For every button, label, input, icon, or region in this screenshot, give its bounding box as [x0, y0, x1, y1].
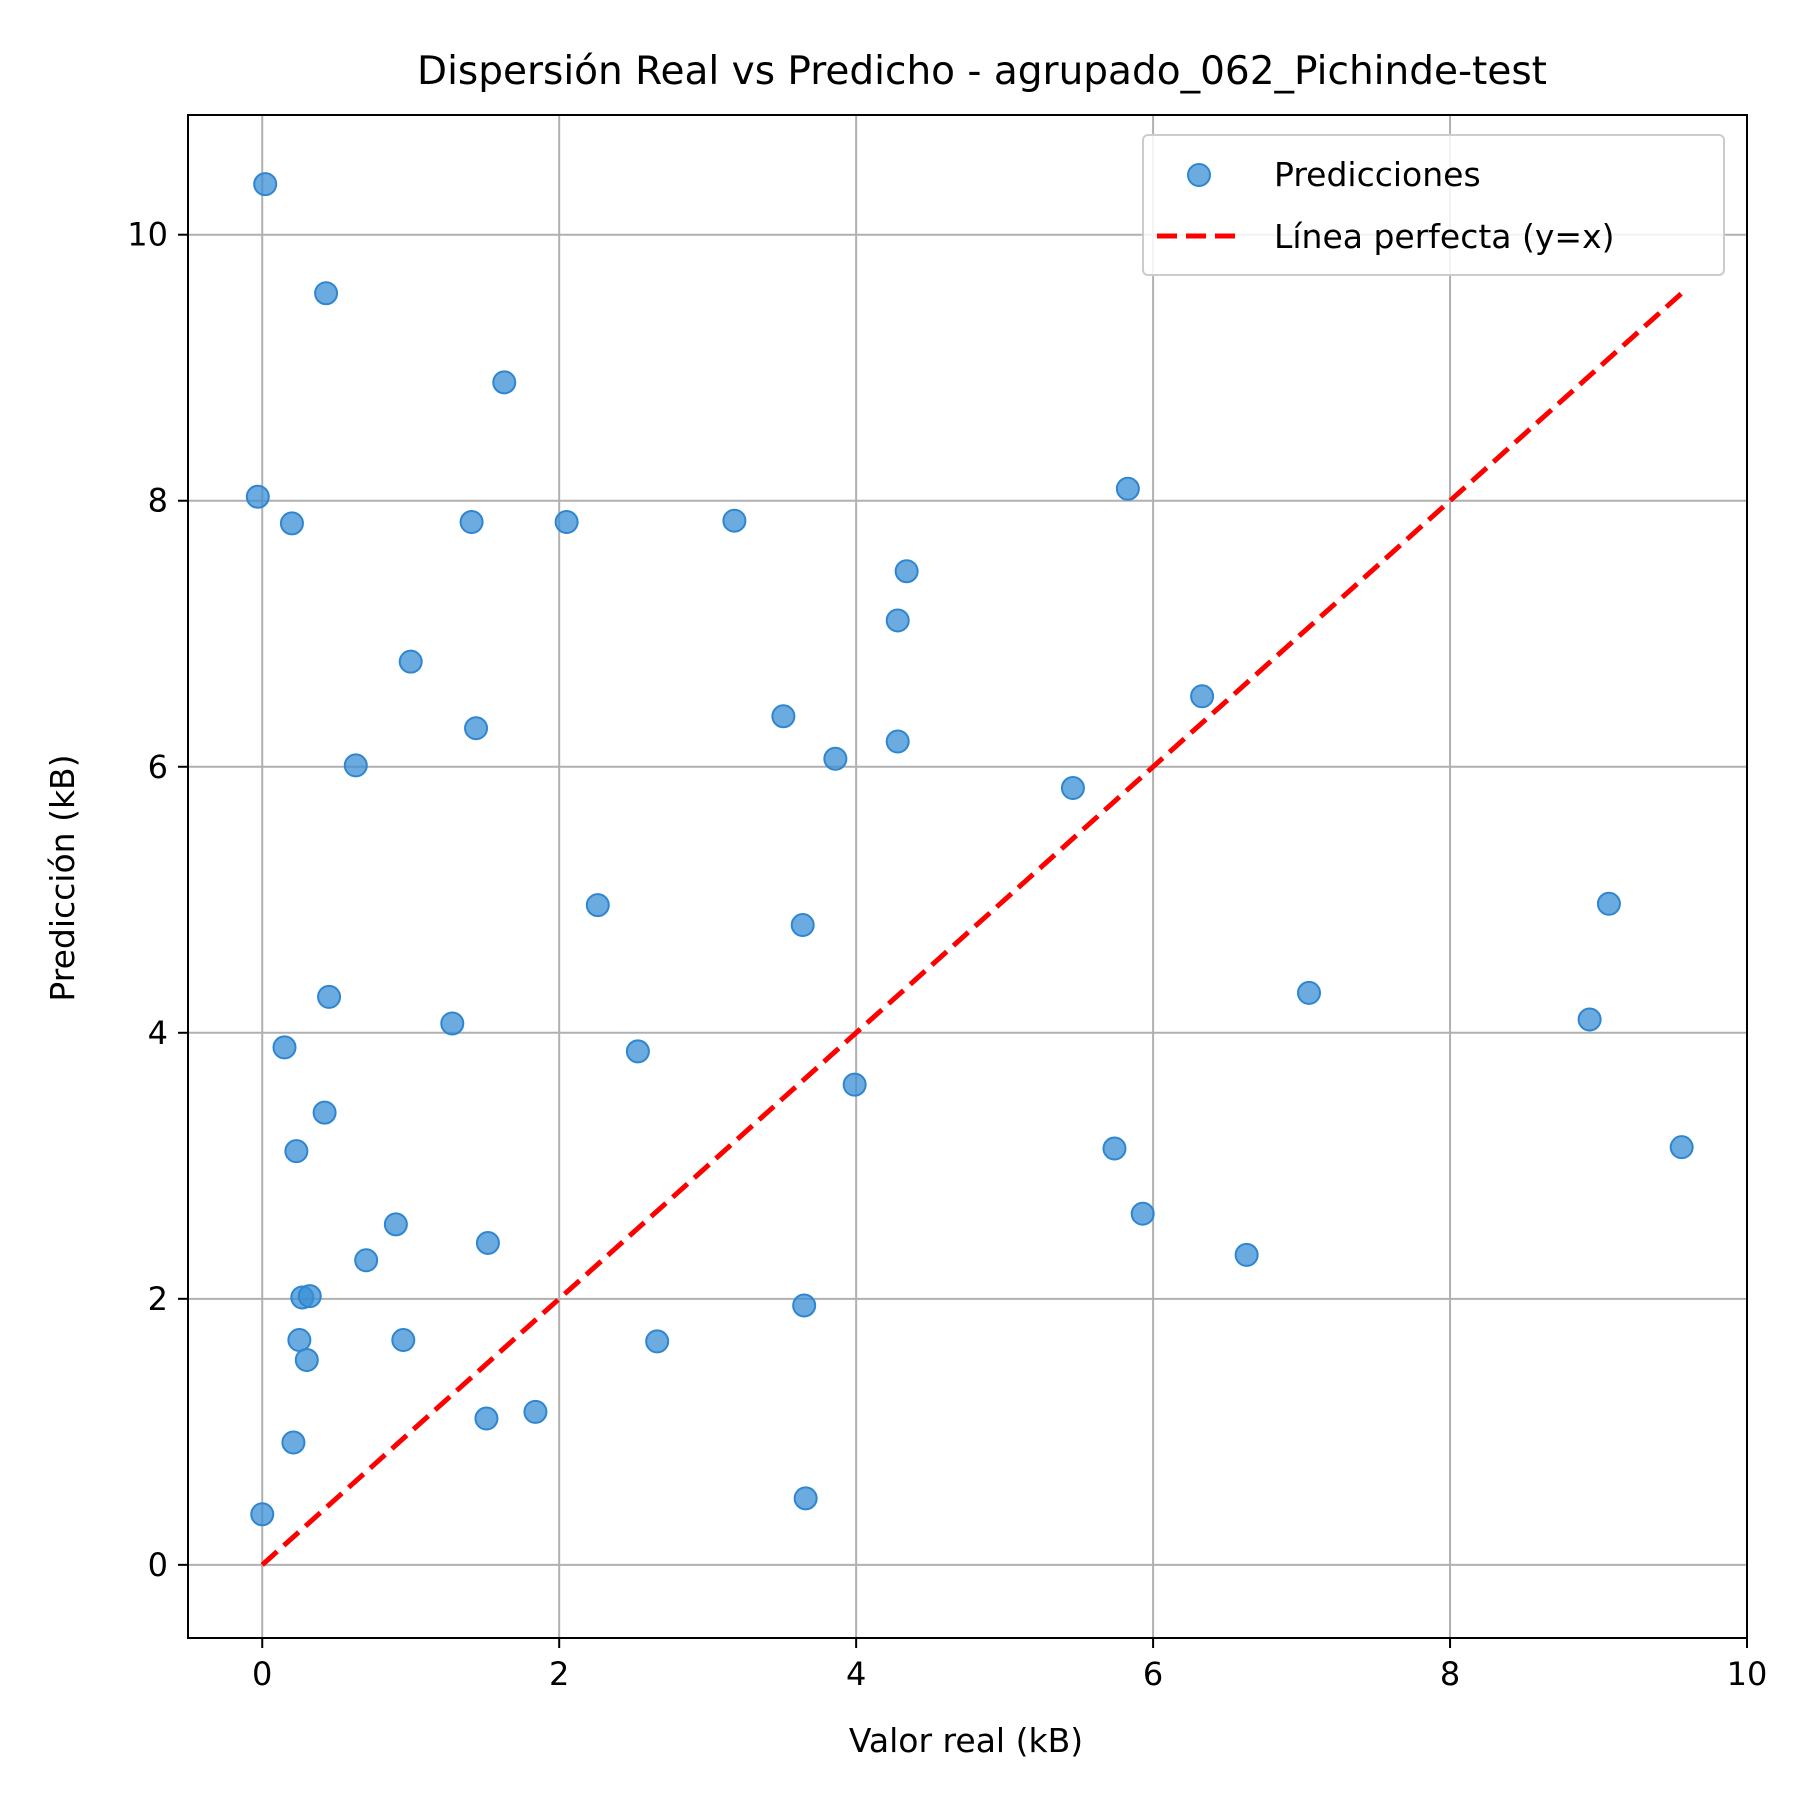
x-axis-label: Valor real (kB): [849, 1721, 1083, 1760]
scatter-point: [523, 1399, 548, 1424]
scatter-point: [297, 1284, 322, 1309]
plot-area: [245, 172, 1694, 1567]
scatter-point: [885, 608, 910, 633]
scatter-point: [771, 704, 796, 729]
scatter-point: [1115, 476, 1140, 501]
scatter-point: [585, 893, 610, 918]
x-tick-label: 2: [549, 1655, 569, 1693]
chart-title: Dispersión Real vs Predicho - agrupado_0…: [417, 49, 1547, 94]
scatter-point: [1669, 1135, 1694, 1160]
y-tick-label: 6: [148, 748, 168, 786]
scatter-point: [790, 913, 815, 938]
y-axis-ticks: 0 2 4 6 8 10: [127, 216, 188, 1584]
scatter-point: [492, 370, 517, 395]
scatter-point: [792, 1293, 817, 1318]
scatter-point: [1060, 776, 1085, 801]
scatter-point: [885, 729, 910, 754]
scatter-point: [1130, 1201, 1155, 1226]
scatter-point: [245, 484, 270, 509]
scatter-point: [1296, 980, 1321, 1005]
axes-frame: [187, 114, 1748, 1639]
legend: Predicciones Línea perfecta (y=x): [1142, 134, 1725, 276]
y-tick-label: 10: [127, 216, 168, 254]
scatter-point: [1596, 891, 1621, 916]
x-tick-label: 6: [1143, 1655, 1163, 1693]
scatter-point: [1102, 1136, 1127, 1161]
x-axis-ticks: 0 2 4 6 8 10: [252, 1638, 1767, 1693]
scatter-point: [253, 172, 278, 197]
scatter-point: [312, 1100, 337, 1125]
scatter-point: [440, 1011, 465, 1036]
scatter-point: [383, 1212, 408, 1237]
legend-marker-predicciones: [1187, 163, 1211, 187]
scatter-point: [294, 1348, 319, 1373]
scatter-point: [464, 716, 489, 741]
scatter-point: [317, 984, 342, 1009]
scatter-point: [272, 1035, 297, 1060]
scatter-point: [391, 1328, 416, 1353]
scatter-point: [250, 1502, 275, 1527]
scatter-point: [1234, 1242, 1259, 1267]
y-tick-label: 0: [148, 1546, 168, 1584]
y-tick-label: 8: [148, 482, 168, 520]
y-axis-label: Predicción (kB): [43, 754, 82, 1001]
y-tick-label: 2: [148, 1280, 168, 1318]
scatter-point: [459, 510, 484, 535]
legend-label-predicciones: Predicciones: [1274, 155, 1481, 194]
scatter-point: [842, 1072, 867, 1097]
x-tick-label: 10: [1727, 1655, 1768, 1693]
scatter-point: [281, 1430, 306, 1455]
scatter-point: [475, 1230, 500, 1255]
scatter-point: [1190, 684, 1215, 709]
x-tick-label: 8: [1440, 1655, 1460, 1693]
legend-box: [1142, 134, 1725, 276]
scatter-point: [1577, 1007, 1602, 1032]
y-tick-label: 4: [148, 1014, 168, 1052]
scatter-point: [554, 510, 579, 535]
scatter-point: [398, 649, 423, 674]
x-tick-label: 4: [846, 1655, 866, 1693]
scatter-point: [722, 508, 747, 533]
legend-label-linea-perfecta: Línea perfecta (y=x): [1274, 217, 1614, 256]
scatter-point: [284, 1139, 309, 1164]
scatter-point: [279, 511, 304, 536]
scatter-point: [343, 753, 368, 778]
scatter-point: [823, 746, 848, 771]
scatter-point: [625, 1039, 650, 1064]
scatter-point: [314, 281, 339, 306]
x-tick-label: 0: [252, 1655, 272, 1693]
scatter-point: [354, 1248, 379, 1273]
scatter-point: [793, 1486, 818, 1511]
scatter-point: [287, 1328, 312, 1353]
scatter-point: [645, 1329, 670, 1354]
scatter-point: [474, 1406, 499, 1431]
scatter-point: [894, 559, 919, 584]
